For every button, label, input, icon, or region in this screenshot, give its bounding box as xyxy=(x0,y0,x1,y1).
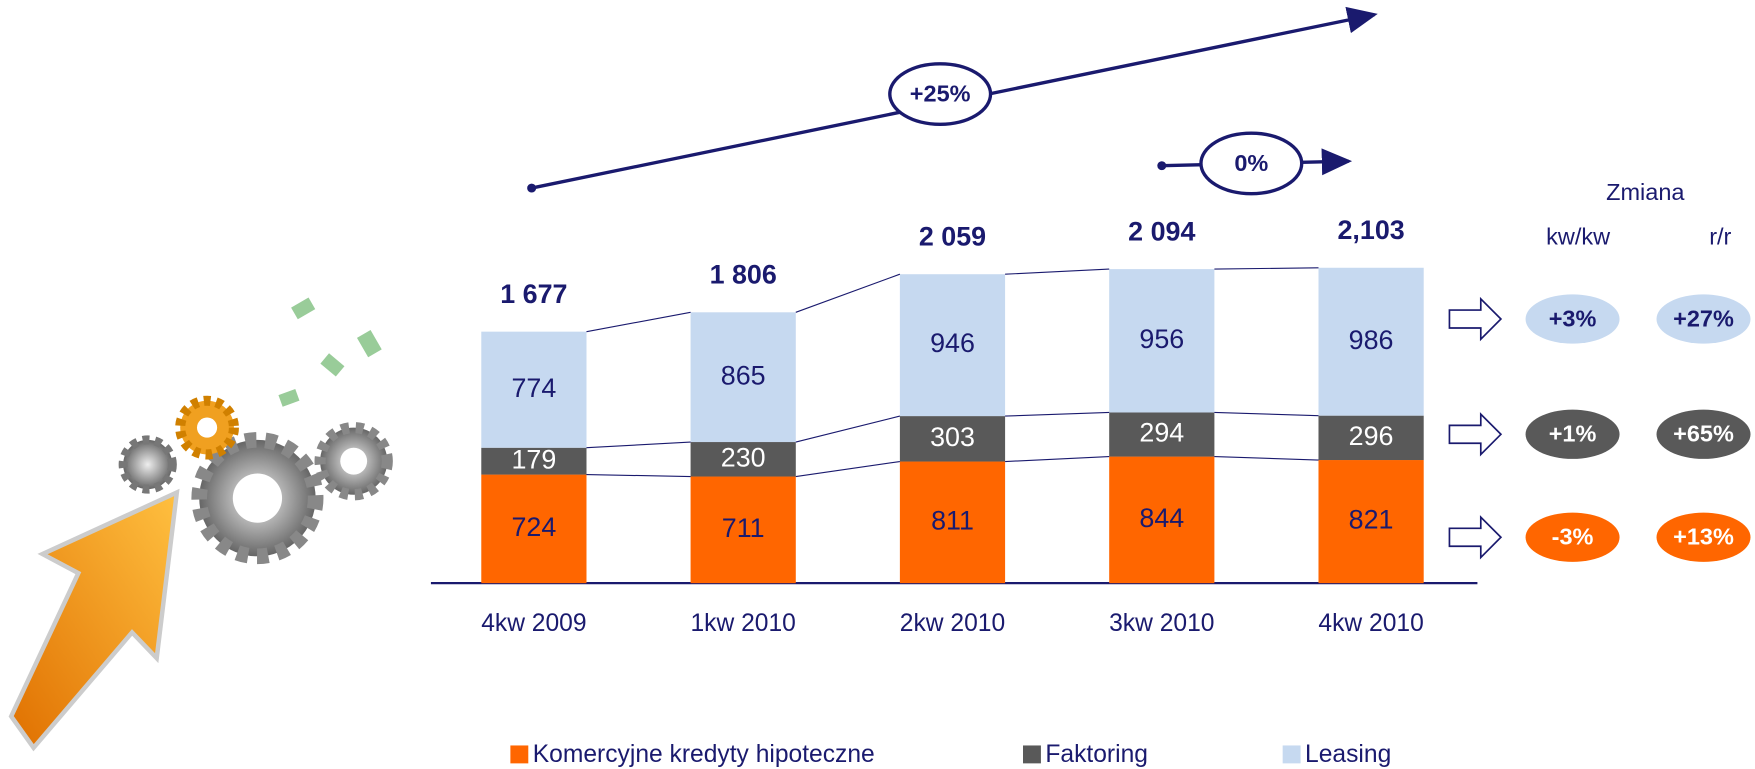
value-label: 294 xyxy=(1139,418,1184,448)
change-label: +1% xyxy=(1549,421,1597,447)
connector xyxy=(586,474,691,478)
legend-label: Leasing xyxy=(1305,741,1391,768)
value-label: 296 xyxy=(1349,421,1394,451)
change-badge xyxy=(1525,512,1620,562)
value-label: 179 xyxy=(511,444,556,474)
value-label: 821 xyxy=(1349,505,1394,535)
total-label: 1 806 xyxy=(710,260,777,290)
change-badge xyxy=(1656,409,1751,459)
bar-segment xyxy=(1318,415,1424,461)
value-label: 946 xyxy=(930,328,975,358)
value-label: 865 xyxy=(721,360,766,390)
bar-segment xyxy=(481,331,587,448)
total-label: 1 677 xyxy=(500,279,567,309)
bar-segment xyxy=(899,274,1006,417)
bar-segment xyxy=(1109,269,1215,413)
legend-label: Faktoring xyxy=(1045,741,1148,768)
x-tick-label: 4kw 2010 xyxy=(1318,610,1423,637)
bar-segment xyxy=(899,416,1006,462)
connector xyxy=(1214,411,1319,417)
value-label: 956 xyxy=(1139,324,1184,354)
hollow-arrow xyxy=(1448,515,1503,560)
value-label: 811 xyxy=(931,505,974,535)
connector xyxy=(1214,267,1319,270)
connector xyxy=(1005,268,1110,275)
value-label: 711 xyxy=(722,513,765,543)
bar-segment xyxy=(690,476,796,584)
value-label: 844 xyxy=(1139,503,1184,533)
x-tick-label: 1kw 2010 xyxy=(691,610,796,637)
connector xyxy=(586,441,691,449)
value-label: 230 xyxy=(721,442,766,472)
connector xyxy=(1214,456,1319,461)
change-badge xyxy=(1656,512,1751,562)
hollow-arrow xyxy=(1448,412,1503,457)
connector xyxy=(1005,456,1110,463)
value-label: 986 xyxy=(1349,325,1394,355)
legend-swatch xyxy=(1023,745,1041,764)
total-label: 2 094 xyxy=(1128,216,1195,246)
value-label: 774 xyxy=(511,373,556,403)
change-title: Zmiana xyxy=(1606,179,1685,205)
bar-segment xyxy=(481,474,587,584)
bar-segment xyxy=(899,461,1006,584)
connector xyxy=(1005,411,1110,417)
value-label: 303 xyxy=(930,422,975,452)
change-badge xyxy=(1656,294,1751,344)
annotation: 0% xyxy=(1234,150,1268,176)
change-column: r/r xyxy=(1709,224,1731,250)
total-label: 2,103 xyxy=(1337,215,1404,245)
hollow-arrow xyxy=(1448,296,1503,342)
connector xyxy=(795,273,901,313)
x-tick-label: 3kw 2010 xyxy=(1109,610,1214,637)
clipart xyxy=(8,297,393,752)
change-label: +27% xyxy=(1673,305,1734,331)
bar-segment xyxy=(690,312,796,443)
bar-segment xyxy=(1318,267,1424,416)
legend-swatch xyxy=(1282,745,1301,764)
connector xyxy=(586,311,691,333)
change-label: +65% xyxy=(1673,421,1734,447)
bar-segment xyxy=(1318,460,1424,584)
legend-label: Komercyjne kredyty hipoteczne xyxy=(533,741,875,768)
bar-segment xyxy=(690,442,796,477)
change-label: +13% xyxy=(1673,524,1734,550)
bar-segment xyxy=(481,447,587,475)
change-badge xyxy=(1525,409,1620,459)
change-label: -3% xyxy=(1552,524,1594,550)
value-label: 724 xyxy=(511,512,556,542)
change-label: +3% xyxy=(1549,305,1597,331)
bar-segment xyxy=(1109,412,1215,457)
total-label: 2 059 xyxy=(919,221,986,251)
change-column: kw/kw xyxy=(1546,224,1611,250)
x-tick-label: 2kw 2010 xyxy=(900,610,1005,637)
annotation: +25% xyxy=(910,80,971,106)
connector xyxy=(795,415,901,443)
x-tick-label: 4kw 2009 xyxy=(481,610,586,637)
trend-arrows: +25% 0% xyxy=(527,6,1378,196)
legend-swatch xyxy=(510,745,529,764)
change-badge xyxy=(1525,294,1620,344)
bar-segment xyxy=(1109,456,1215,584)
connector xyxy=(795,460,900,478)
